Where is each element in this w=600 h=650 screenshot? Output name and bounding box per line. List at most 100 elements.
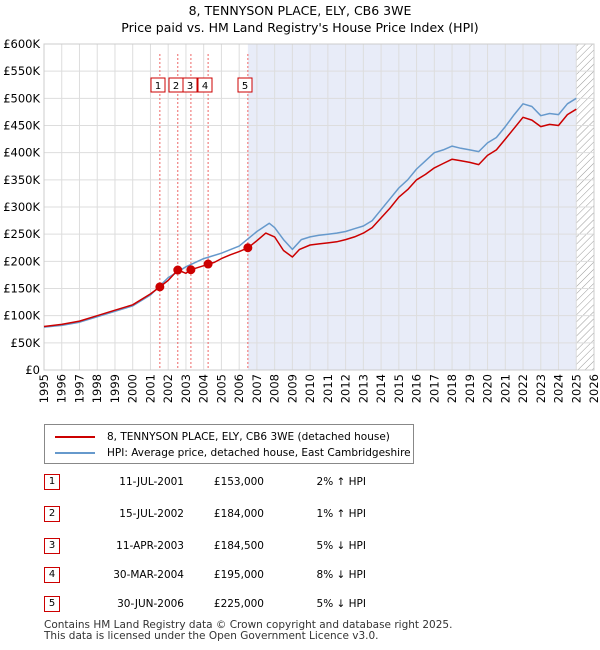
sale-hpi-diff: 1% ↑ HPI — [316, 508, 366, 520]
y-tick-label: £250K — [3, 227, 40, 241]
chart-title: 8, TENNYSON PLACE, ELY, CB6 3WE Price pa… — [0, 2, 600, 36]
title-subtitle: Price paid vs. HM Land Registry's House … — [121, 20, 479, 35]
x-tick-label: 2011 — [321, 374, 335, 403]
y-tick-label: £100K — [3, 309, 40, 323]
sale-date: 11-APR-2003 — [116, 540, 184, 552]
x-tick-label: 2012 — [339, 374, 353, 403]
x-tick-label: 2001 — [143, 374, 157, 403]
sale-points — [155, 243, 253, 292]
y-tick-label: £600K — [3, 37, 40, 51]
x-tick-label: 1998 — [90, 374, 104, 403]
hpi-line — [43, 97, 577, 328]
x-tick-label: 1997 — [72, 374, 86, 403]
y-tick-label: £400K — [3, 146, 40, 160]
x-tick-label: 2025 — [569, 374, 583, 403]
x-tick-label: 2000 — [126, 374, 140, 403]
sale-marker-label: 5 — [242, 81, 248, 92]
sale-marker-box — [197, 77, 213, 93]
sale-marker-box — [237, 77, 253, 93]
x-tick-label: 2004 — [197, 374, 211, 403]
sale-number: 4 — [44, 567, 60, 583]
x-tick-label: 2017 — [427, 374, 441, 403]
x-tick-label: 2023 — [534, 374, 548, 403]
x-tick-label: 2015 — [392, 374, 406, 403]
x-tick-label: 2021 — [498, 374, 512, 403]
sale-point — [173, 265, 183, 275]
grid-lines — [43, 43, 595, 371]
sale-marker-label: 1 — [155, 81, 161, 92]
sale-date: 15-JUL-2002 — [119, 508, 184, 520]
x-tick-label: 2020 — [481, 374, 495, 403]
x-tick-label: 2024 — [552, 374, 566, 403]
legend-swatch-property — [55, 436, 95, 438]
sale-vertical-lines — [159, 54, 249, 370]
x-tick-label: 2018 — [445, 374, 459, 403]
sale-point — [186, 265, 196, 275]
x-axis-ticks: 1995 1996 1997 1998 1999 2000 2001 2002 2003 2004… — [37, 374, 600, 403]
y-tick-label: £0 — [25, 363, 40, 377]
sale-number: 1 — [44, 474, 60, 490]
legend-item-hpi: HPI: Average price, detached house, East… — [55, 447, 411, 459]
sale-price: £184,000 — [213, 508, 264, 520]
y-tick-label: £300K — [3, 200, 40, 214]
sale-marker-box — [182, 77, 198, 93]
x-tick-label: 2022 — [516, 374, 530, 403]
sale-date: 11-JUL-2001 — [119, 476, 184, 488]
sale-date: 30-MAR-2004 — [113, 569, 184, 581]
sale-marker-label: 2 — [173, 81, 179, 92]
footer-copyright: Contains HM Land Registry data © Crown c… — [44, 619, 453, 631]
x-tick-label: 1999 — [108, 374, 122, 403]
x-tick-label: 2009 — [285, 374, 299, 403]
x-tick-label: 2026 — [587, 374, 600, 403]
sale-marker-box — [150, 77, 166, 93]
sale-hpi-diff: 5% ↓ HPI — [316, 598, 366, 610]
x-tick-label: 2010 — [303, 374, 317, 403]
sale-marker-label: 3 — [187, 81, 193, 92]
y-tick-label: £500K — [3, 91, 40, 105]
x-tick-label: 2005 — [214, 374, 228, 403]
x-tick-label: 2006 — [232, 374, 246, 403]
legend-label-property: 8, TENNYSON PLACE, ELY, CB6 3WE (detache… — [107, 431, 390, 443]
x-tick-label: 2019 — [463, 374, 477, 403]
sale-point — [155, 282, 165, 292]
y-axis-ticks: £0 £50K £100K £150K £200K £250K £300K £350K £400… — [3, 37, 40, 377]
sale-price: £225,000 — [213, 598, 264, 610]
x-tick-label: 2016 — [410, 374, 424, 403]
sale-marker-label: 4 — [202, 81, 208, 92]
x-tick-label: 2014 — [374, 374, 388, 403]
legend-label-hpi: HPI: Average price, detached house, East… — [107, 447, 411, 459]
x-tick-label: 2002 — [161, 374, 175, 403]
sale-number: 2 — [44, 506, 60, 522]
sale-price: £184,500 — [213, 540, 264, 552]
x-tick-label: 2008 — [268, 374, 282, 403]
y-tick-label: £200K — [3, 254, 40, 268]
sale-number: 3 — [44, 538, 60, 554]
x-tick-label: 1995 — [37, 374, 51, 403]
sale-hpi-diff: 5% ↓ HPI — [316, 540, 366, 552]
y-tick-label: £150K — [3, 282, 40, 296]
sale-date: 30-JUN-2006 — [117, 598, 184, 610]
x-tick-label: 2013 — [356, 374, 370, 403]
sale-number: 5 — [44, 596, 60, 612]
footer-licence: This data is licensed under the Open Gov… — [44, 630, 379, 642]
sale-point — [243, 243, 253, 253]
y-tick-label: £550K — [3, 64, 40, 78]
x-tick-label: 1996 — [55, 374, 69, 403]
sale-hpi-diff: 8% ↓ HPI — [316, 569, 366, 581]
sale-hpi-diff: 2% ↑ HPI — [316, 476, 366, 488]
footer-attribution: Contains HM Land Registry data © Crown c… — [44, 620, 452, 642]
sale-point — [203, 259, 213, 269]
title-address: 8, TENNYSON PLACE, ELY, CB6 3WE — [188, 3, 412, 18]
legend: 8, TENNYSON PLACE, ELY, CB6 3WE (detache… — [44, 424, 414, 464]
x-tick-label: 2003 — [179, 374, 193, 403]
legend-item-property: 8, TENNYSON PLACE, ELY, CB6 3WE (detache… — [55, 431, 390, 443]
y-tick-label: £350K — [3, 173, 40, 187]
legend-swatch-hpi — [55, 452, 95, 454]
plot-border — [43, 43, 595, 371]
sale-price: £153,000 — [213, 476, 264, 488]
y-tick-label: £50K — [11, 336, 41, 350]
y-tick-label: £450K — [3, 119, 40, 133]
sale-price: £195,000 — [213, 569, 264, 581]
